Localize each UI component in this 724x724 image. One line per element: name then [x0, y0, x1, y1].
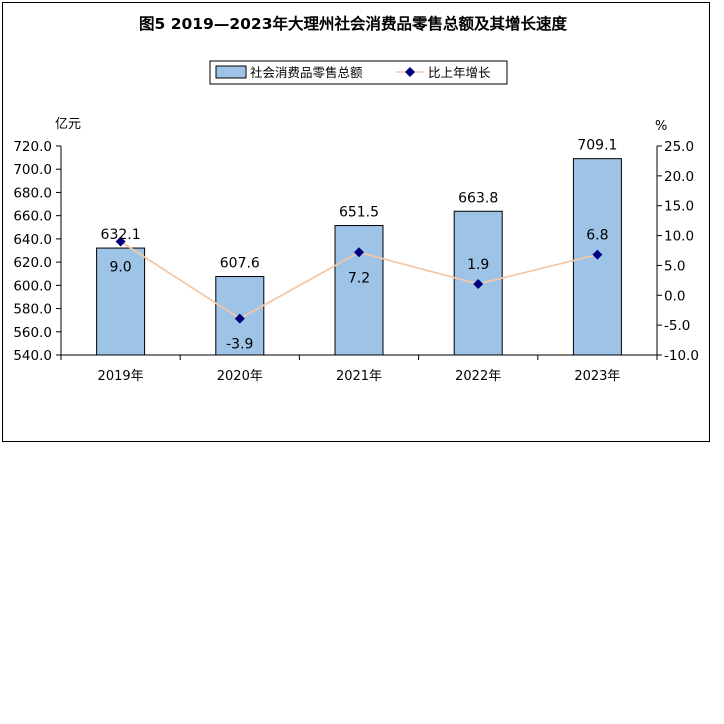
- y-right-tick-label: -5.0: [664, 318, 690, 334]
- legend-bar-swatch: [215, 65, 247, 79]
- y-left-tick-label: 600.0: [13, 278, 52, 294]
- data-labels: 632.1 607.6 651.5 663.8 709.1 9.0 -3.9 7.2 1.9 6.…: [101, 138, 618, 353]
- growth-value-label: 9.0: [109, 260, 131, 276]
- x-tick-label: 2020年: [217, 369, 263, 384]
- legend-bar-label: 社会消费品零售总额: [250, 65, 363, 80]
- legend-line-marker: [405, 67, 415, 77]
- legend-line-label: 比上年增长: [428, 65, 491, 80]
- bar-value-label: 651.5: [339, 205, 379, 221]
- bar-value-label: 607.6: [220, 256, 260, 272]
- bars: [96, 158, 622, 356]
- y-right-tick-label: 0.0: [664, 288, 685, 304]
- x-tick-label: 2022年: [455, 369, 501, 384]
- chart-title: 图5 2019—2023年大理州社会消费品零售总额及其增长速度: [139, 14, 567, 33]
- y-right-tick-label: 20.0: [664, 169, 694, 185]
- growth-value-label: 6.8: [586, 228, 608, 244]
- bar-value-label: 709.1: [577, 138, 617, 154]
- x-tick-label: 2021年: [336, 369, 382, 384]
- y-left-unit: 亿元: [55, 117, 81, 132]
- y-left-tick-label: 700.0: [13, 162, 52, 178]
- y-left-tick-label: 620.0: [13, 255, 52, 271]
- y-left-tick-label: 560.0: [13, 325, 52, 341]
- growth-value-label: 1.9: [467, 257, 489, 273]
- growth-value-label: -3.9: [226, 337, 253, 353]
- y-left-tick-label: 640.0: [13, 232, 52, 248]
- bar: [334, 225, 384, 356]
- growth-line: [115, 236, 603, 324]
- legend-box: [209, 60, 508, 85]
- growth-value-label: 7.2: [348, 270, 370, 286]
- legend: 社会消费品零售总额 比上年增长: [209, 60, 508, 85]
- bar-value-label: 632.1: [101, 227, 141, 243]
- growth-marker: [354, 247, 364, 258]
- bar: [96, 247, 146, 356]
- y-left-tick-label: 680.0: [13, 185, 52, 201]
- y-right-tick-label: 15.0: [664, 199, 694, 215]
- growth-marker: [234, 313, 245, 324]
- y-left-tick-label: 660.0: [13, 209, 52, 225]
- y-left-tick-label: 540.0: [13, 348, 52, 364]
- y-left-tick-label: 720.0: [13, 139, 52, 155]
- growth-marker: [473, 278, 484, 289]
- x-tick-label: 2023年: [574, 369, 620, 384]
- x-tick-label: 2019年: [98, 369, 144, 384]
- y-right-tick-label: 25.0: [664, 139, 694, 155]
- y-right-tick-label: 5.0: [664, 258, 685, 274]
- growth-marker: [115, 236, 126, 247]
- growth-marker: [592, 249, 603, 260]
- y-right-tick-label: -10.0: [664, 348, 699, 364]
- y-left-tick-label: 580.0: [13, 302, 52, 318]
- bar-value-label: 663.8: [458, 190, 498, 206]
- y-right-unit: %: [655, 119, 667, 134]
- y-right-tick-label: 10.0: [664, 229, 694, 245]
